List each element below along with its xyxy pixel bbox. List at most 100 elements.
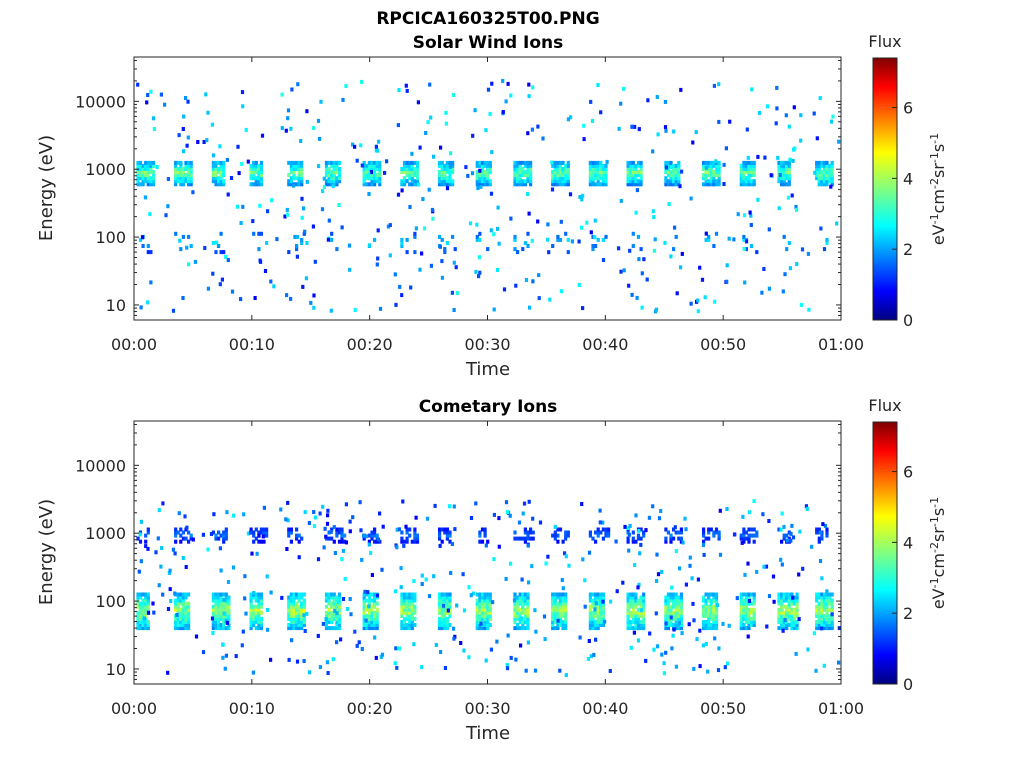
spectrogram-cell: [750, 592, 754, 597]
spectrogram-cell: [480, 610, 485, 615]
spectrogram-cell: [787, 616, 791, 621]
spectrogram-cell: [297, 533, 301, 538]
spectrogram-cell: [822, 598, 827, 603]
spectrogram-cell: [820, 536, 824, 541]
spectrogram-cell: [224, 254, 228, 259]
spectrogram-cell: [513, 170, 517, 174]
spectrogram-cell: [820, 623, 824, 627]
spectrogram-cell: [300, 626, 304, 631]
spectrogram-cell: [161, 501, 165, 506]
spectrogram-cell: [448, 182, 452, 187]
spectrogram-cell: [835, 221, 839, 226]
spectrogram-cell: [448, 610, 452, 615]
spectrogram-cell: [405, 539, 409, 544]
spectrogram-cell: [224, 598, 228, 603]
spectrogram-cell: [780, 167, 784, 171]
spectrogram-cell: [744, 163, 748, 168]
spectrogram-cell: [679, 598, 683, 603]
spectrogram-cell: [533, 668, 538, 673]
spectrogram-cell: [166, 670, 170, 675]
spectrogram-cell: [295, 234, 300, 239]
spectrogram-cell: [185, 525, 189, 530]
spectrogram-cell: [521, 626, 525, 631]
spectrogram-cell: [722, 182, 726, 186]
spectrogram-cell: [480, 163, 485, 168]
spectrogram-cell: [355, 643, 359, 648]
spectrogram-cell: [360, 557, 364, 562]
spectrogram-cell: [701, 543, 706, 547]
spectrogram-cell: [513, 237, 517, 242]
spectrogram-cell: [226, 258, 230, 262]
spectrogram-cell: [349, 612, 353, 617]
spectrogram-cell: [176, 173, 180, 178]
spectrogram-cell: [337, 626, 342, 631]
spectrogram-cell: [203, 246, 207, 250]
spectrogram-cell: [330, 610, 334, 615]
spectrogram-cell: [174, 527, 178, 532]
spectrogram-cell: [176, 160, 180, 165]
spectrogram-cell: [394, 302, 398, 307]
spectrogram-cell: [136, 173, 140, 178]
spectrogram-cell: [289, 610, 293, 615]
spectrogram-cell: [438, 592, 442, 597]
spectrogram-cell: [146, 163, 150, 168]
spectrogram-cell: [217, 598, 221, 603]
spectrogram-cell: [166, 177, 170, 181]
spectrogram-cell: [445, 160, 449, 165]
spectrogram-cell: [444, 121, 448, 126]
spectrogram-cell: [219, 626, 223, 631]
spectrogram-cell: [149, 280, 153, 285]
spectrogram-cell: [744, 530, 748, 535]
spectrogram-cell: [817, 536, 821, 541]
spectrogram-cell: [564, 536, 568, 541]
spectrogram-cell: [327, 160, 331, 165]
spectrogram-cell: [373, 635, 377, 640]
spectrogram-cell: [599, 170, 603, 174]
spectrogram-cell: [742, 536, 746, 541]
spectrogram-cell: [830, 592, 834, 597]
spectrogram-cell: [594, 539, 598, 544]
spectrogram-cell: [259, 176, 263, 181]
spectrogram-cell: [488, 607, 492, 612]
spectrogram-cell: [587, 550, 592, 555]
spectrogram-cell: [187, 163, 191, 168]
spectrogram-cell: [790, 598, 794, 603]
spectrogram-cell: [588, 167, 592, 171]
spectrogram-cell: [749, 213, 753, 218]
spectrogram-cell: [739, 170, 743, 174]
spectrogram-cell: [558, 527, 563, 532]
spectrogram-cell: [630, 292, 634, 297]
spectrogram-cell: [548, 297, 552, 302]
spectrogram-cell: [408, 616, 412, 621]
spectrogram-cell: [702, 182, 706, 187]
spectrogram-cell: [588, 533, 592, 538]
spectrogram-cell: [639, 176, 643, 181]
spectrogram-cell: [752, 533, 756, 538]
spectrogram-cell: [415, 539, 420, 544]
spectrogram-cell: [789, 531, 793, 536]
spectrogram-cell: [594, 167, 598, 171]
spectrogram-cell: [785, 604, 789, 609]
spectrogram-cell: [815, 610, 819, 615]
spectrogram-cell: [380, 567, 384, 572]
spectrogram-cell: [252, 595, 256, 600]
spectrogram-cell: [292, 173, 296, 178]
spectrogram-cell: [785, 592, 789, 597]
spectrogram-cell: [553, 536, 557, 541]
spectrogram-cell: [825, 620, 829, 624]
spectrogram-cell: [825, 595, 829, 600]
spectrogram-cell: [144, 613, 148, 618]
spectrogram-cell: [712, 176, 716, 181]
spectrogram-cell: [599, 610, 603, 615]
spectrogram-cell: [292, 626, 296, 631]
spectrogram-cell: [806, 251, 810, 256]
spectrogram-cell: [335, 530, 339, 535]
spectrogram-cell: [778, 173, 782, 177]
spectrogram-cell: [179, 247, 183, 252]
spectrogram-cell: [486, 160, 490, 165]
spectrogram-cell: [558, 182, 563, 187]
spectrogram-cell: [312, 510, 316, 514]
spectrogram-cell: [405, 250, 409, 255]
spectrogram-cell: [639, 604, 643, 609]
